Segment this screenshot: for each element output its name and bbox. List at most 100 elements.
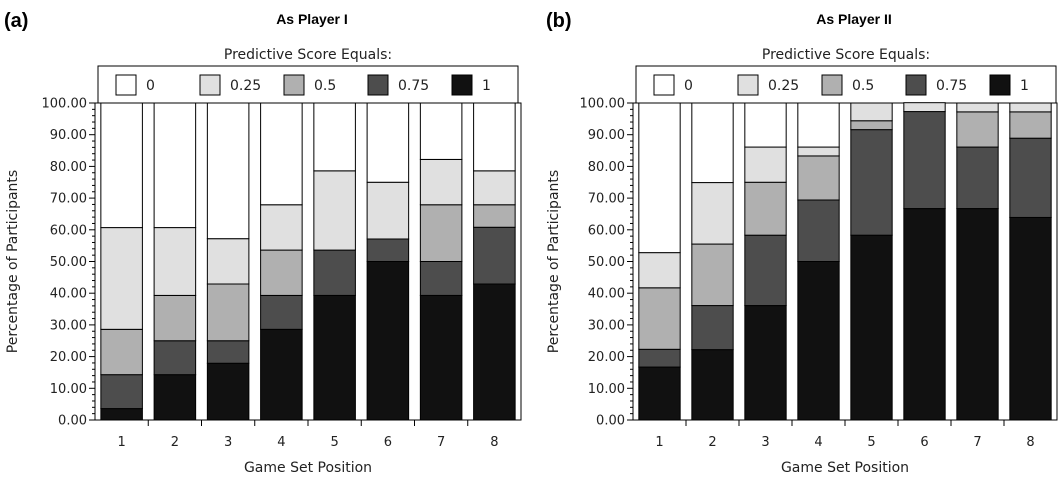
bar-segment-3-score-0.5 [744, 181, 787, 236]
bar-segment-2-score-1 [153, 374, 197, 421]
x-tick-label: 8 [1026, 435, 1034, 450]
bar-segment-4-score-0.75 [260, 294, 303, 330]
x-tick-label: 4 [277, 435, 285, 450]
bar-segment-4-score-0.5 [797, 155, 840, 201]
bar-segment-3-score-0.75 [206, 340, 250, 364]
bar-segment-5-score-0.25 [850, 102, 893, 122]
y-axis-label: Percentage of Participants [5, 170, 21, 353]
y-tick-label: 70.00 [50, 192, 87, 207]
y-tick-label: 100.00 [580, 97, 626, 112]
legend-label-0.25: 0.25 [230, 78, 261, 94]
y-tick-label: 20.00 [50, 350, 87, 365]
bar-segment-2-score-0.5 [691, 243, 734, 307]
y-tick-label: 60.00 [50, 223, 87, 238]
legend-label-0.5: 0.5 [314, 78, 336, 94]
legend-swatch-0.5 [821, 74, 843, 96]
bar-segment-4-score-0 [797, 102, 840, 148]
y-tick-label: 90.00 [50, 128, 87, 143]
bar-segment-1-score-0.25 [638, 252, 681, 289]
y-tick-label: 10.00 [50, 382, 87, 397]
y-tick-label: 90.00 [588, 128, 625, 143]
bar-segment-8-score-0.75 [1009, 137, 1052, 218]
bar-segment-2-score-0.75 [691, 305, 734, 351]
bar-segment-5-score-1 [850, 234, 893, 421]
chart-title: As Player II [816, 11, 892, 27]
x-axis: 1 2 3 4 5 6 7 8 [117, 420, 499, 450]
bar-segment-4-score-0.25 [797, 146, 840, 157]
legend-label-0.75: 0.75 [398, 78, 429, 94]
chart-title: As Player I [276, 11, 348, 27]
x-tick-label: 6 [384, 435, 392, 450]
bars [100, 102, 516, 421]
y-axis-label: Percentage of Participants [546, 170, 562, 353]
y-tick-label: 0.00 [58, 414, 87, 429]
bar-segment-4-score-1 [797, 261, 840, 421]
bar-segment-5-score-0.75 [313, 249, 356, 296]
legend-label-0.75: 0.75 [936, 78, 967, 94]
bar-segment-8-score-1 [473, 283, 516, 421]
legend-title: Predictive Score Equals: [762, 47, 930, 63]
legend-swatch-1 [451, 74, 473, 96]
legend: 0 0.25 0.5 0.75 1 [97, 65, 519, 104]
x-tick-label: 6 [920, 435, 928, 450]
bars [638, 102, 1052, 421]
bar-segment-2-score-0.25 [153, 227, 197, 296]
x-tick-label: 2 [171, 435, 179, 450]
bar-segment-7-score-0.75 [419, 261, 463, 296]
bar-segment-3-score-0.5 [206, 283, 250, 342]
bar-segment-5-score-0.75 [850, 129, 893, 236]
bar-segment-1-score-0.5 [638, 287, 681, 350]
x-axis-label: Game Set Position [244, 460, 372, 476]
bar-segment-1-score-0.25 [100, 227, 143, 330]
bar-segment-3-score-0.25 [744, 146, 787, 183]
bar-segment-2-score-0.5 [153, 294, 197, 342]
y-tick-label: 30.00 [50, 318, 87, 333]
bar-segment-7-score-1 [419, 294, 463, 421]
chart-panel-b: (b) As Player II Predictive Score Equals: 0… [546, 10, 1058, 476]
bar-segment-7-score-0.75 [956, 146, 999, 210]
bar-segment-3-score-0.25 [206, 238, 250, 285]
x-tick-label: 3 [761, 435, 769, 450]
y-tick-label: 50.00 [50, 255, 87, 270]
bar-segment-4-score-0 [260, 102, 303, 206]
legend-swatch-0.25 [199, 74, 221, 96]
bar-segment-5-score-0.5 [850, 120, 893, 131]
bar-segment-6-score-0.75 [903, 111, 946, 210]
bar-segment-6-score-0.25 [903, 102, 946, 113]
bar-segment-2-score-1 [691, 349, 734, 421]
x-tick-label: 5 [330, 435, 338, 450]
x-axis: 1 2 3 4 5 6 7 8 [655, 420, 1035, 450]
bar-segment-1-score-0 [638, 102, 681, 254]
bar-segment-7-score-1 [956, 208, 999, 421]
bar-segment-7-score-0 [419, 102, 463, 160]
bar-segment-6-score-1 [366, 261, 410, 421]
x-axis-label: Game Set Position [781, 460, 909, 476]
bar-segment-7-score-0.25 [419, 158, 463, 206]
y-tick-label: 70.00 [588, 192, 625, 207]
legend-swatch-0 [115, 74, 137, 96]
bar-segment-4-score-0.75 [797, 199, 840, 262]
x-tick-label: 3 [224, 435, 232, 450]
bar-segment-3-score-1 [206, 362, 250, 421]
bar-segment-3-score-0 [206, 102, 250, 240]
y-tick-label: 40.00 [50, 287, 87, 302]
bar-segment-5-score-0.25 [313, 170, 356, 251]
legend-swatch-0.25 [737, 74, 759, 96]
y-tick-label: 10.00 [588, 382, 625, 397]
y-tick-label: 100.00 [42, 97, 88, 112]
bar-segment-1-score-1 [100, 408, 143, 421]
bar-segment-1-score-0.5 [100, 328, 143, 376]
bar-segment-1-score-0 [100, 102, 143, 229]
panel-label: (b) [546, 10, 572, 32]
legend-label-1: 1 [1020, 78, 1029, 94]
bar-segment-8-score-0.75 [473, 226, 516, 285]
y-axis: 0.00 10.00 20.00 30.00 40.00 50.00 60.00 70.00 8… [42, 97, 95, 429]
bar-segment-8-score-1 [1009, 216, 1052, 421]
bar-segment-6-score-1 [903, 208, 946, 421]
bar-segment-4-score-0.25 [260, 204, 303, 251]
bar-segment-7-score-0.25 [956, 102, 999, 113]
y-tick-label: 80.00 [50, 160, 87, 175]
bar-segment-7-score-0.5 [419, 204, 463, 263]
legend-label-1: 1 [482, 78, 491, 94]
